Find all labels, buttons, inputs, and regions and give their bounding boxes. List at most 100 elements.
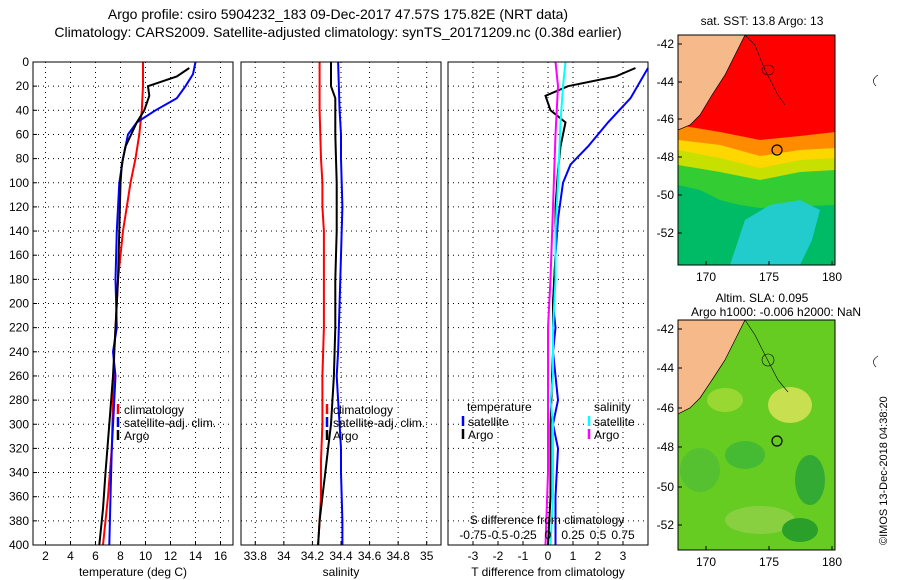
map-lat-tick-label: -50	[657, 480, 675, 494]
y-tick-label: 80	[16, 152, 30, 166]
secondary-axis-label: S difference from climatology	[470, 513, 625, 527]
series-argo	[317, 62, 338, 546]
legend-label: Argo	[333, 429, 359, 443]
legend-label: Argo	[468, 428, 494, 442]
map-lat-tick-label: -52	[657, 518, 675, 532]
legend-label: climatology	[124, 403, 184, 417]
y-tick-label: 240	[9, 345, 29, 359]
x-tick-label: 3	[620, 549, 627, 563]
y-tick-label: 140	[9, 224, 29, 238]
y-tick-label: 200	[9, 297, 29, 311]
series-t-satellite	[551, 67, 649, 545]
legend-label: satellite	[468, 415, 509, 429]
imos-watermark: ©IMOS 13-Dec-2018 04:38:20	[878, 396, 890, 545]
y-tick-label: 300	[9, 417, 29, 431]
series-satellite-adj-clim-	[335, 61, 344, 545]
sla-map-title-line1: Altim. SLA: 0.095	[716, 291, 809, 305]
x-tick-label: 2	[42, 549, 49, 563]
map-lat-tick-label: -50	[657, 188, 675, 202]
series-s-satellite	[549, 61, 567, 546]
sla-map-title-line2: Argo h1000: -0.006 h2000: NaN	[691, 305, 861, 319]
secondary-tick-label: -0.75	[459, 528, 487, 542]
y-tick-label: 160	[9, 248, 29, 262]
y-tick-label: 260	[9, 369, 29, 383]
x-tick-label: 33.8	[244, 549, 268, 563]
series-argo	[98, 67, 190, 546]
x-tick-label: 34.8	[386, 549, 410, 563]
y-tick-label: 280	[9, 393, 29, 407]
map-lat-tick-label: -42	[657, 322, 675, 336]
x-tick-label: 14	[189, 549, 203, 563]
map-lat-tick-label: -44	[657, 75, 675, 89]
sst-cyan-patch	[730, 200, 820, 265]
y-tick-label: 0	[22, 55, 29, 69]
x-tick-label: 34.2	[301, 549, 325, 563]
secondary-tick-label: 0	[545, 528, 552, 542]
sst-land	[678, 35, 746, 131]
y-tick-label: 220	[9, 321, 29, 335]
y-tick-label: 40	[16, 103, 30, 117]
axes-frame	[240, 61, 442, 546]
legend-title-temperature: temperature	[467, 400, 532, 414]
difference-panel: -3 -2 -1 0 1 2 3 T difference from climatology t…	[447, 61, 649, 579]
sla-argo-marker	[771, 435, 783, 447]
chart-title-line1: Argo profile: csiro 5904232_183 09-Dec-2…	[107, 6, 569, 22]
secondary-tick-label: 0.5	[590, 528, 607, 542]
y-tick-label: 20	[16, 79, 30, 93]
y-tick-label: 60	[16, 127, 30, 141]
map-lat-tick-label: -46	[657, 112, 675, 126]
map-lon-tick-label: 180	[822, 270, 842, 284]
secondary-tick-label: 0.25	[561, 528, 585, 542]
map-lon-tick-label: 175	[759, 555, 779, 569]
y-tick-label: 380	[9, 514, 29, 528]
x-tick-label: 34.4	[329, 549, 353, 563]
x-tick-label: -1	[518, 549, 529, 563]
axes-frame	[447, 61, 649, 546]
map-lon-tick-label: 180	[822, 555, 842, 569]
legend-label: Argo	[124, 429, 150, 443]
map-lat-tick-label: -42	[657, 37, 675, 51]
x-tick-label: 2	[595, 549, 602, 563]
sst-map: -42 -44 -46 -48 -50 -52 170 175 180	[657, 34, 880, 284]
map-lon-tick-label: 170	[696, 555, 716, 569]
map-lat-tick-label: -52	[657, 226, 675, 240]
x-tick-label: 0	[545, 549, 552, 563]
map-lat-tick-label: -44	[657, 361, 675, 375]
map-lat-tick-label: -48	[657, 150, 675, 164]
y-tick-label: 100	[9, 176, 29, 190]
series-climatology	[317, 62, 325, 546]
y-tick-label: 340	[9, 466, 29, 480]
sst-map-title: sat. SST: 13.8 Argo: 13	[701, 14, 824, 28]
series-s-argo	[544, 61, 560, 546]
secondary-tick-label: -0.5	[488, 528, 509, 542]
y-tick-label: 400	[9, 538, 29, 552]
y-tick-label: 360	[9, 490, 29, 504]
temperature-panel: 2 4 6 8 10 12 14 16 temperature (deg C) 0 20 40 60 80…	[9, 55, 234, 579]
series-satellite-adj-clim-	[108, 61, 197, 546]
legend-label: satellite	[594, 415, 635, 429]
sla-land	[678, 320, 746, 415]
sst-argo-marker	[771, 144, 783, 156]
x-tick-label: 34	[277, 549, 291, 563]
x-tick-label: 8	[117, 549, 124, 563]
x-tick-label: 12	[164, 549, 178, 563]
chart-title-line2: Climatology: CARS2009. Satellite-adjuste…	[54, 24, 622, 40]
y-tick-label: 320	[9, 441, 29, 455]
secondary-tick-label: 0.75	[611, 528, 635, 542]
x-tick-label: 35	[420, 549, 434, 563]
x-tick-label: -2	[493, 549, 504, 563]
sla-map: -42 -44 -46 -48 -50 -52 170 175 180	[657, 319, 880, 569]
legend-label: satellite-adj. clim.	[124, 416, 216, 430]
x-tick-label: 4	[67, 549, 74, 563]
x-tick-label: -3	[468, 549, 479, 563]
secondary-tick-label: -0.25	[509, 528, 537, 542]
y-tick-label: 120	[9, 200, 29, 214]
salinity-panel: 33.8 34 34.2 34.4 34.6 34.8 35 salinity climatol…	[240, 61, 442, 579]
x-tick-label: 1	[570, 549, 577, 563]
x-tick-label: 16	[214, 549, 228, 563]
map-lat-tick-label: -48	[657, 440, 675, 454]
map-lon-tick-label: 175	[759, 270, 779, 284]
x-tick-label: 10	[139, 549, 153, 563]
x-axis-label: salinity	[323, 565, 360, 579]
